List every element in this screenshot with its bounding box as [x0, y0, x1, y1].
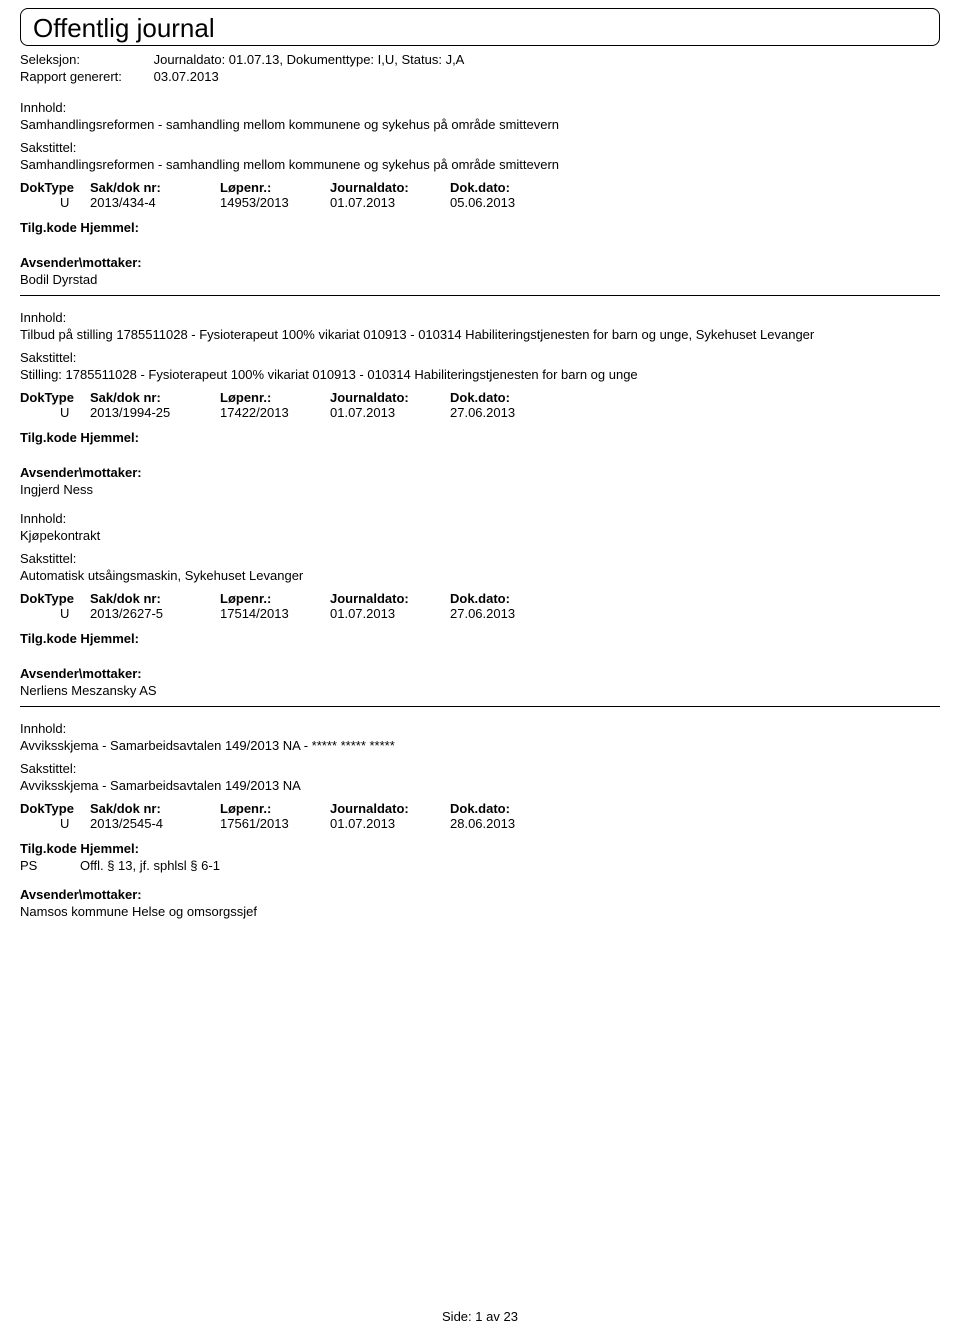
dok-header-row: DokType Sak/dok nr: Løpenr.: Journaldato… [20, 390, 940, 405]
col-dokdato-label: Dok.dato: [450, 180, 560, 195]
col-journaldato-label: Journaldato: [330, 390, 450, 405]
col-dokdato-label: Dok.dato: [450, 591, 560, 606]
innhold-value: Samhandlingsreformen - samhandling mello… [20, 117, 940, 132]
sakstittel-value: Stilling: 1785511028 - Fysioterapeut 100… [20, 367, 940, 382]
col-lopenr-label: Løpenr.: [220, 180, 330, 195]
page-number: 1 [475, 1309, 482, 1324]
rapport-value: 03.07.2013 [154, 69, 219, 84]
meta-block: Seleksjon: Journaldato: 01.07.13, Dokume… [20, 52, 940, 84]
col-sakdok-label: Sak/dok nr: [90, 390, 220, 405]
total-pages: 23 [504, 1309, 518, 1324]
col-lopenr-label: Løpenr.: [220, 390, 330, 405]
lopenr-value: 17514/2013 [220, 606, 330, 621]
tilgkode-row: PS Offl. § 13, jf. sphlsl § 6-1 [20, 858, 940, 873]
innhold-label: Innhold: [20, 721, 940, 736]
tilgkode-label: Tilg.kode Hjemmel: [20, 631, 940, 646]
col-sakdok-label: Sak/dok nr: [90, 801, 220, 816]
avsender-value: Nerliens Meszansky AS [20, 683, 940, 698]
dok-value-row: U 2013/2545-4 17561/2013 01.07.2013 28.0… [20, 816, 940, 831]
lopenr-value: 17422/2013 [220, 405, 330, 420]
col-doktype-label: DokType [20, 801, 90, 816]
seleksjon-value: Journaldato: 01.07.13, Dokumenttype: I,U… [154, 52, 465, 67]
sakstittel-value: Automatisk utsåingsmaskin, Sykehuset Lev… [20, 568, 940, 583]
journal-entry: Innhold: Avviksskjema - Samarbeidsavtale… [20, 707, 940, 919]
sakdok-value: 2013/2545-4 [90, 816, 220, 831]
lopenr-value: 17561/2013 [220, 816, 330, 831]
col-journaldato-label: Journaldato: [330, 801, 450, 816]
tilgkode-label: Tilg.kode Hjemmel: [20, 220, 940, 235]
dok-value-row: U 2013/2627-5 17514/2013 01.07.2013 27.0… [20, 606, 940, 621]
page-title: Offentlig journal [33, 13, 927, 44]
dok-value-row: U 2013/1994-25 17422/2013 01.07.2013 27.… [20, 405, 940, 420]
sakdok-value: 2013/434-4 [90, 195, 220, 210]
seleksjon-label: Seleksjon: [20, 52, 150, 67]
col-journaldato-label: Journaldato: [330, 180, 450, 195]
tilg-code: PS [20, 858, 80, 873]
col-dokdato-label: Dok.dato: [450, 801, 560, 816]
col-doktype-label: DokType [20, 390, 90, 405]
page-footer: Side: 1 av 23 [0, 1309, 960, 1324]
sakstittel-label: Sakstittel: [20, 551, 940, 566]
dokdato-value: 05.06.2013 [450, 195, 560, 210]
dokdato-value: 27.06.2013 [450, 606, 560, 621]
col-dokdato-label: Dok.dato: [450, 390, 560, 405]
journal-entry: Innhold: Samhandlingsreformen - samhandl… [20, 86, 940, 287]
header-box: Offentlig journal [20, 8, 940, 46]
dok-header-row: DokType Sak/dok nr: Løpenr.: Journaldato… [20, 591, 940, 606]
journaldato-value: 01.07.2013 [330, 195, 450, 210]
innhold-label: Innhold: [20, 100, 940, 115]
journaldato-value: 01.07.2013 [330, 606, 450, 621]
av-label: av [486, 1309, 500, 1324]
dok-value-row: U 2013/434-4 14953/2013 01.07.2013 05.06… [20, 195, 940, 210]
col-journaldato-label: Journaldato: [330, 591, 450, 606]
innhold-label: Innhold: [20, 511, 940, 526]
sakstittel-label: Sakstittel: [20, 350, 940, 365]
doktype-value: U [20, 195, 90, 210]
innhold-value: Tilbud på stilling 1785511028 - Fysioter… [20, 327, 940, 342]
journaldato-value: 01.07.2013 [330, 816, 450, 831]
tilgkode-label: Tilg.kode Hjemmel: [20, 841, 940, 856]
col-doktype-label: DokType [20, 591, 90, 606]
avsender-label: Avsender\mottaker: [20, 465, 940, 480]
avsender-value: Ingjerd Ness [20, 482, 940, 497]
col-lopenr-label: Løpenr.: [220, 801, 330, 816]
avsender-value: Bodil Dyrstad [20, 272, 940, 287]
rapport-label: Rapport generert: [20, 69, 150, 84]
doktype-value: U [20, 405, 90, 420]
dokdato-value: 28.06.2013 [450, 816, 560, 831]
innhold-value: Avviksskjema - Samarbeidsavtalen 149/201… [20, 738, 940, 753]
tilgkode-label: Tilg.kode Hjemmel: [20, 430, 940, 445]
side-label: Side: [442, 1309, 472, 1324]
doktype-value: U [20, 606, 90, 621]
journal-entry: Innhold: Tilbud på stilling 1785511028 -… [20, 296, 940, 497]
dok-header-row: DokType Sak/dok nr: Løpenr.: Journaldato… [20, 180, 940, 195]
sakstittel-label: Sakstittel: [20, 761, 940, 776]
avsender-label: Avsender\mottaker: [20, 666, 940, 681]
innhold-value: Kjøpekontrakt [20, 528, 940, 543]
doktype-value: U [20, 816, 90, 831]
col-lopenr-label: Løpenr.: [220, 591, 330, 606]
avsender-label: Avsender\mottaker: [20, 255, 940, 270]
lopenr-value: 14953/2013 [220, 195, 330, 210]
sakstittel-value: Samhandlingsreformen - samhandling mello… [20, 157, 940, 172]
meta-rapport: Rapport generert: 03.07.2013 [20, 69, 940, 84]
col-sakdok-label: Sak/dok nr: [90, 591, 220, 606]
tilg-hjemmel: Offl. § 13, jf. sphlsl § 6-1 [80, 858, 940, 873]
col-sakdok-label: Sak/dok nr: [90, 180, 220, 195]
innhold-label: Innhold: [20, 310, 940, 325]
journaldato-value: 01.07.2013 [330, 405, 450, 420]
dokdato-value: 27.06.2013 [450, 405, 560, 420]
journal-entry: Innhold: Kjøpekontrakt Sakstittel: Autom… [20, 497, 940, 698]
avsender-label: Avsender\mottaker: [20, 887, 940, 902]
col-doktype-label: DokType [20, 180, 90, 195]
sakdok-value: 2013/1994-25 [90, 405, 220, 420]
meta-seleksjon: Seleksjon: Journaldato: 01.07.13, Dokume… [20, 52, 940, 67]
sakdok-value: 2013/2627-5 [90, 606, 220, 621]
dok-header-row: DokType Sak/dok nr: Løpenr.: Journaldato… [20, 801, 940, 816]
sakstittel-value: Avviksskjema - Samarbeidsavtalen 149/201… [20, 778, 940, 793]
sakstittel-label: Sakstittel: [20, 140, 940, 155]
avsender-value: Namsos kommune Helse og omsorgssjef [20, 904, 940, 919]
